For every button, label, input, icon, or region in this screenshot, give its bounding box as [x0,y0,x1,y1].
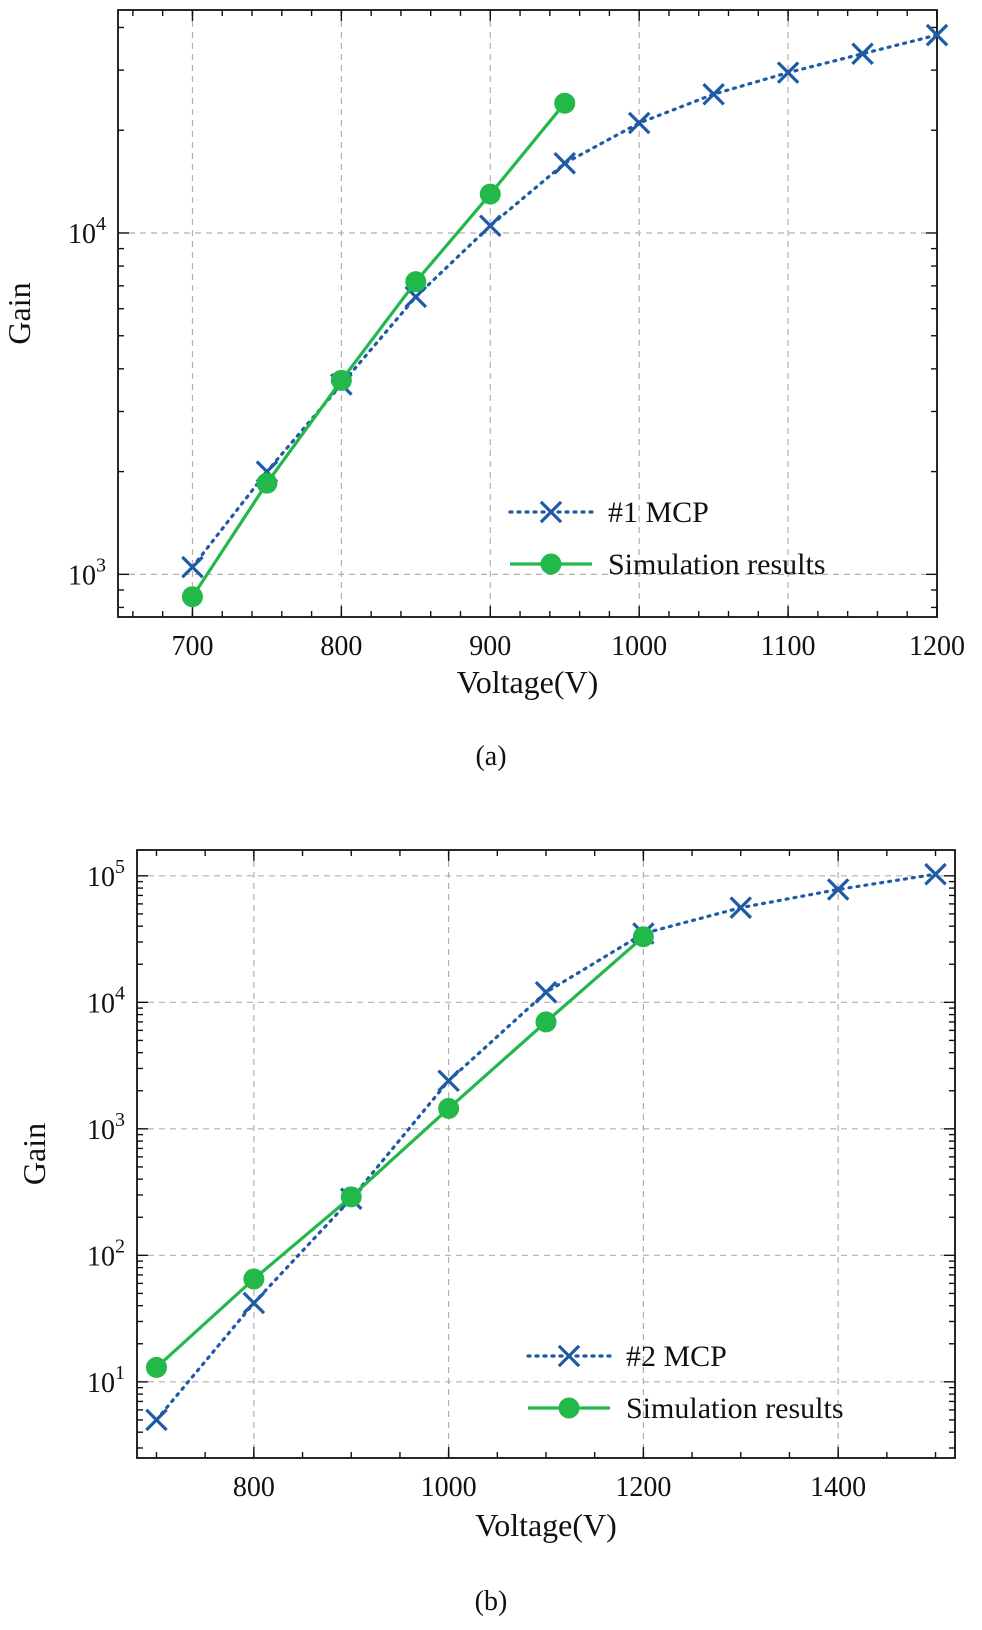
chart-b-series-mcp-point [145,1408,168,1432]
chart-a-legend-marker [539,500,563,524]
chart-b-series-simulation [145,926,654,1378]
chart-b-x-tick-label: 800 [233,1472,275,1503]
chart-b-legend-item: Simulation results [528,1392,844,1425]
chart-b-series-mcp-point-stroke [534,981,558,1004]
chart-b-series-mcp-point [534,981,558,1004]
chart-b-series-mcp-point [729,896,753,919]
chart-a-series-mcp-point-stroke [702,82,725,106]
chart-b-series-simulation-point [340,1186,362,1208]
chart-b-plot-frame [136,849,956,1459]
chart-a-legend-label: #1 MCP [608,496,709,529]
chart-a-series-mcp-point-stroke [553,152,576,175]
chart-a-series-mcp-point [776,61,800,84]
chart-b-series-mcp-point [924,862,947,886]
chart-a-series-mcp [181,23,949,579]
chart-a-caption: (a) [475,741,506,772]
chart-a-series-simulation-point [256,472,278,494]
chart-a-series-mcp-point [851,42,874,66]
chart-a-series-simulation-point [405,271,427,293]
chart-a-legend: #1 MCP Simulation results [508,496,826,581]
chart-b-series-simulation-point [243,1268,265,1290]
chart-b-series-mcp-line [154,872,938,1422]
chart-a-series-mcp-point [553,152,576,175]
chart-b-y-tick-label: 101 [87,1362,125,1399]
chart-b-series-mcp-point-stroke [924,862,947,886]
chart-a-plot-frame [117,9,938,618]
chart-a-series-mcp-point [181,555,204,579]
chart-b-x-tick-label: 1200 [615,1472,671,1503]
chart-a-legend-marker [540,553,562,575]
chart-b-x-axis-label: Voltage(V) [475,1507,617,1543]
chart-a-x-tick-label: 1000 [611,631,667,662]
chart-b-series-mcp-point [826,878,850,901]
chart-b-legend-label: #2 MCP [626,1340,727,1373]
chart-a-legend-item: Simulation results [510,548,826,581]
chart-a-legend-marker-stroke [539,500,563,524]
chart-b-legend-label: Simulation results [626,1392,844,1425]
chart-a-y-axis-label: Gain [1,282,37,344]
chart-a-series-mcp-point [479,214,502,238]
chart-b-series-simulation-point [438,1097,460,1119]
chart-a-series-simulation-point [554,92,576,114]
chart-a-series-simulation-point [479,183,501,205]
chart-b-series-mcp-point [242,1291,266,1315]
chart-a-legend-label: Simulation results [608,548,826,581]
chart-b-y-tick-label: 102 [87,1235,125,1272]
chart-b-y-tick-label: 103 [87,1109,125,1146]
chart-a-x-tick-label: 1100 [761,631,816,662]
chart-a-x-tick-label: 900 [469,631,511,662]
chart-b-legend-marker [557,1344,581,1368]
chart-b-y-axis-label: Gain [16,1123,52,1185]
chart-a-series-mcp-point-stroke [851,42,874,66]
chart-b-legend-item: #2 MCP [526,1340,727,1373]
chart-a-series-mcp-point-stroke [181,555,204,579]
chart-a-series-mcp-point-stroke [404,285,428,309]
chart-b-series-mcp-point-stroke [729,896,753,919]
chart-a-series-mcp-point-stroke [479,214,502,238]
chart-a-series-simulation [181,92,576,608]
chart-b: 800 1000 1200 1400 101 102 103 104 105 Voltage(V)… [16,849,956,1617]
chart-a-y-tick-label: 104 [68,213,106,250]
chart-a-series-mcp-point [627,111,651,135]
chart-a-legend-item: #1 MCP [508,496,709,529]
chart-a-x-tick-label: 1200 [909,631,965,662]
chart-b-y-tick-label: 105 [87,856,125,893]
chart-b-series-mcp-point-stroke [437,1069,460,1092]
chart-a-series-mcp-point-stroke [627,111,651,135]
chart-a: 700 800 900 1000 1100 1200 103 104 Voltage(V) Gai… [1,9,965,772]
chart-a-y-tick-label: 103 [68,554,106,591]
chart-b-x-tick-label: 1000 [421,1472,477,1503]
chart-b-legend: #2 MCP Simulation results [526,1340,844,1425]
chart-b-series-simulation-line [155,935,645,1369]
chart-b-series-simulation-point [535,1011,557,1033]
chart-a-series-mcp-point-stroke [925,23,949,47]
chart-b-minor-ticks [137,850,955,1458]
chart-b-series-mcp [145,862,947,1432]
chart-b-series-mcp-point-stroke [242,1291,266,1315]
chart-b-legend-marker-stroke [557,1344,581,1368]
chart-a-x-tick-label: 800 [320,631,362,662]
chart-b-legend-marker [558,1397,580,1419]
chart-a-series-mcp-line [190,33,939,569]
chart-b-series-simulation-point [145,1356,167,1378]
chart-a-series-simulation-point [181,586,203,608]
chart-a-series-simulation-point [330,369,352,391]
chart-a-series-mcp-point [925,23,949,47]
chart-a-series-mcp-point [702,82,725,106]
chart-a-series-mcp-point-stroke [776,61,800,84]
chart-b-series-mcp-point-stroke [826,878,850,901]
chart-b-caption: (b) [475,1586,508,1617]
chart-a-minor-ticks [118,10,938,617]
chart-a-x-axis-label: Voltage(V) [457,664,599,700]
chart-b-y-tick-label: 104 [87,982,125,1019]
chart-b-x-tick-label: 1400 [810,1472,866,1503]
chart-b-series-mcp-point-stroke [145,1408,168,1432]
chart-a-series-simulation-line [191,102,566,598]
chart-b-series-mcp-point [437,1069,460,1092]
chart-b-series-simulation-point [632,926,654,948]
chart-a-x-tick-label: 700 [171,631,213,662]
